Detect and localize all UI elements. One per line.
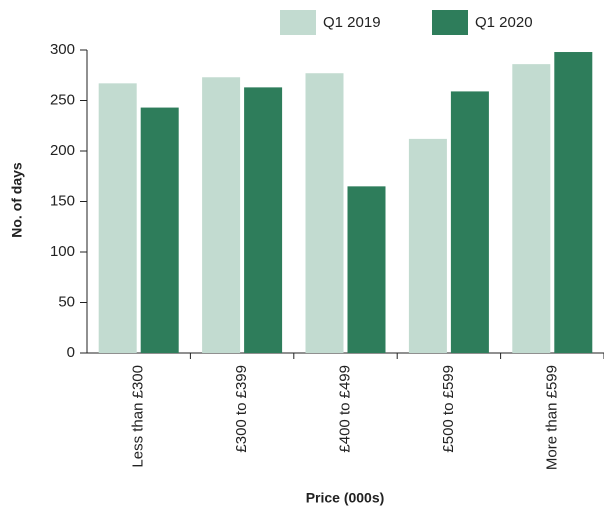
bar [98, 83, 137, 353]
bar [512, 64, 551, 353]
legend-label: Q1 2019 [323, 14, 381, 31]
y-tick-label: 200 [50, 142, 75, 159]
legend-swatch [280, 10, 316, 35]
y-axis-title: No. of days [9, 162, 25, 238]
x-axis-title: Price (000s) [306, 490, 385, 506]
x-tick-label: Less than £300 [130, 365, 147, 468]
x-tick-label: £400 to £499 [336, 365, 353, 453]
y-tick-label: 150 [50, 192, 75, 209]
bar [202, 77, 241, 354]
legend-label: Q1 2020 [475, 14, 533, 31]
bar [305, 73, 344, 353]
y-tick-label: 100 [50, 243, 75, 260]
y-tick-label: 0 [67, 344, 75, 361]
bar [244, 87, 283, 354]
bar [554, 52, 593, 354]
legend-swatch [432, 10, 468, 35]
x-tick-label: More than £599 [543, 365, 560, 470]
bar [347, 186, 386, 353]
x-tick-label: £300 to £399 [233, 365, 250, 453]
y-tick-label: 300 [50, 41, 75, 58]
y-tick-label: 250 [50, 91, 75, 108]
bar [450, 91, 489, 353]
y-tick-label: 50 [58, 293, 75, 310]
bar [140, 107, 179, 353]
x-tick-label: £500 to £599 [440, 365, 457, 453]
bar [408, 138, 447, 353]
